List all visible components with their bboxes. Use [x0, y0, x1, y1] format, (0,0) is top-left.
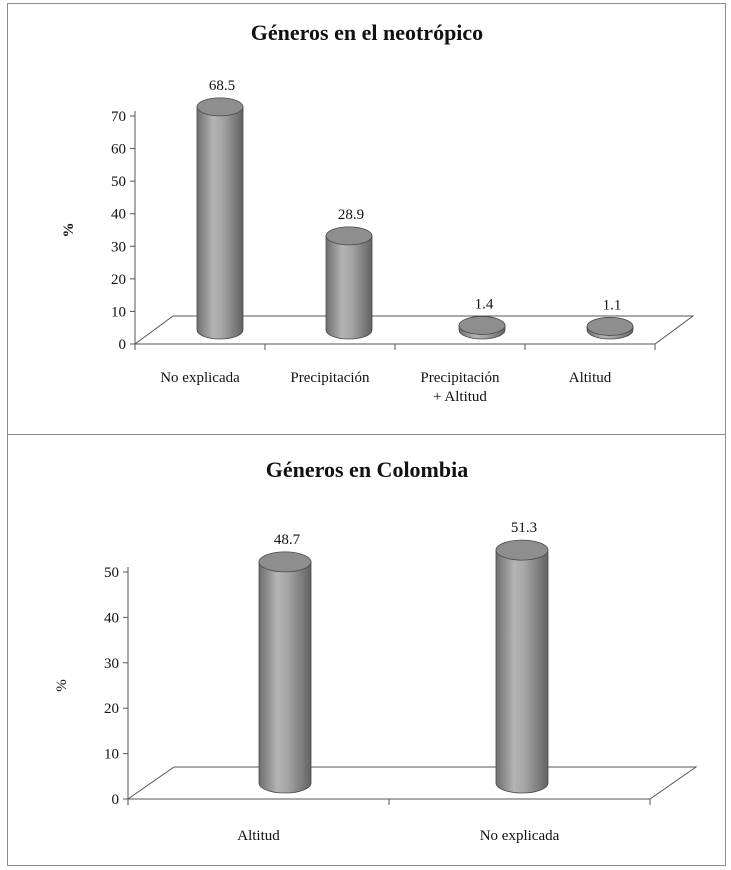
- bar-top: [258, 551, 312, 573]
- bar-value-label: 1.1: [603, 297, 622, 313]
- y-tick-label: 40: [111, 207, 126, 223]
- bar-body: [258, 561, 312, 794]
- y-tick-label: 50: [111, 174, 126, 190]
- bar-top: [495, 539, 549, 561]
- bar-top: [458, 316, 506, 335]
- x-category-label: Altitud: [237, 828, 280, 844]
- x-category-label: + Altitud: [433, 389, 487, 405]
- x-category-label: Precipitación: [290, 370, 370, 386]
- x-category-label: No explicada: [160, 370, 240, 386]
- x-category-label: No explicada: [480, 828, 560, 844]
- bar-body: [495, 549, 549, 794]
- y-tick-label: 40: [104, 610, 119, 626]
- chart-panel-neotropico: Géneros en el neotrópico 0 10 20 30 40 50 60 70%…: [7, 3, 726, 435]
- chart-title: Géneros en Colombia: [266, 457, 468, 482]
- y-axis-label: %: [54, 679, 70, 692]
- y-tick-label: 20: [111, 272, 126, 288]
- bar-value-label: 1.4: [475, 296, 494, 312]
- chart-panel-colombia: Géneros en Colombia 0 10 20 30 40 50% 48.7 51.3 A…: [7, 434, 726, 866]
- chart-floor: [133, 315, 695, 345]
- bar-value-label: 28.9: [338, 207, 364, 223]
- x-category-label: Altitud: [569, 370, 612, 386]
- bar-value-label: 48.7: [274, 532, 301, 548]
- y-tick-label: 20: [104, 701, 119, 717]
- bar-body: [196, 106, 244, 340]
- bar-value-label: 51.3: [511, 520, 537, 536]
- y-tick-label: 10: [111, 304, 126, 320]
- y-tick-label: 70: [111, 109, 126, 125]
- y-tick-label: 0: [112, 792, 120, 808]
- bar-top: [586, 317, 634, 336]
- x-category-label: Precipitación: [420, 370, 500, 386]
- chart-floor: [126, 766, 698, 800]
- bar-body: [325, 235, 373, 340]
- bar-top: [196, 97, 244, 117]
- bar-top: [325, 226, 373, 246]
- y-axis-label: %: [61, 223, 77, 238]
- chart-colombia: Géneros en Colombia 0 10 20 30 40 50% 48.7 51.3 A…: [54, 457, 698, 844]
- y-tick-label: 0: [119, 337, 127, 353]
- y-tick-label: 10: [104, 747, 119, 763]
- chart-title: Géneros en el neotrópico: [251, 20, 483, 45]
- chart-neotropico: Géneros en el neotrópico 0 10 20 30 40 50 60 70%…: [61, 20, 695, 405]
- y-tick-label: 60: [111, 142, 126, 158]
- y-tick-label: 30: [111, 239, 126, 255]
- bar-value-label: 68.5: [209, 78, 235, 94]
- y-tick-label: 50: [104, 565, 119, 581]
- y-tick-label: 30: [104, 656, 119, 672]
